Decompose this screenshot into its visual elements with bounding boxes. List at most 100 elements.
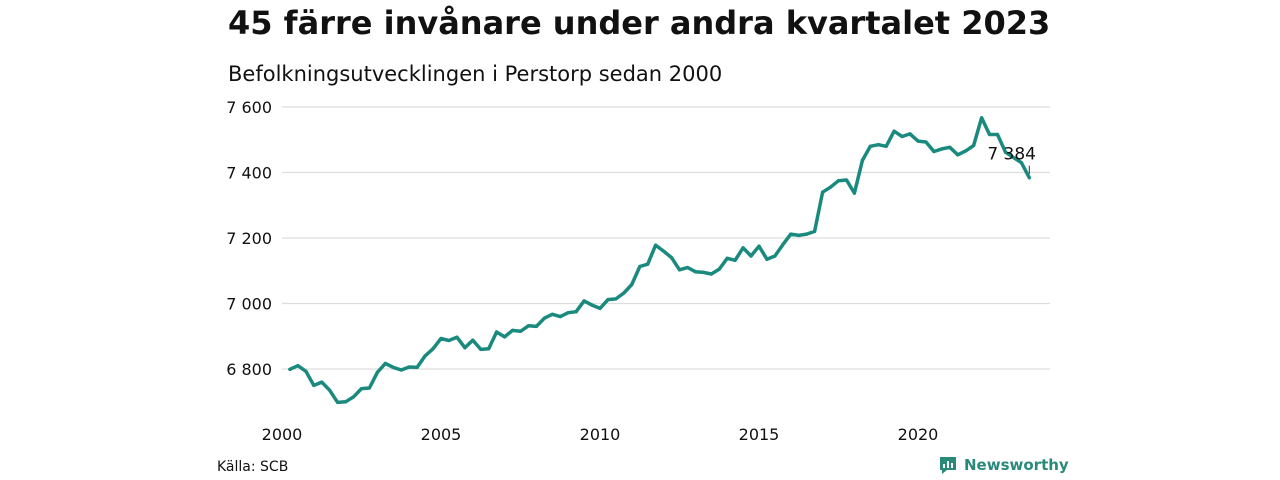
data-point [821,190,825,194]
data-point [598,306,602,311]
data-point [351,395,356,399]
data-point [662,249,666,253]
data-point [574,310,578,314]
data-point [328,388,332,392]
data-point [344,400,348,404]
data-point [693,270,698,274]
y-tick-label: 7 200 [226,229,272,248]
data-point [359,387,364,391]
chart-title: 45 färre invånare under andra kvartalet … [228,4,1051,42]
data-point [304,369,308,373]
newsworthy-logo-icon [940,457,956,474]
data-point [296,364,300,368]
data-point [1011,155,1016,160]
data-point [908,132,912,136]
data-point [288,367,292,371]
data-point [677,268,682,272]
data-point [948,145,952,149]
data-point [701,270,705,274]
data-point [924,140,928,144]
data-point [741,246,745,250]
y-axis-ticks: 6 800 7 000 7 200 7 400 7 600 [226,98,272,379]
data-point [972,144,976,148]
data-point [836,179,841,183]
x-tick-label: 2020 [898,425,939,444]
data-point [964,149,968,153]
data-point [765,257,769,261]
data-point [542,316,546,320]
data-point [407,365,411,369]
data-point [956,153,960,157]
data-point [709,272,713,276]
data-point [320,380,324,384]
data-point [932,149,936,154]
x-axis-ticks: 2000 2005 2010 2015 2020 [262,425,939,444]
data-point [733,258,737,262]
brand-name: Newsworthy [964,456,1069,474]
data-point [375,370,379,374]
data-point [590,303,594,307]
data-point [685,265,690,270]
gridlines [282,106,1050,370]
end-value-label: 7 384 [987,145,1036,165]
data-point [399,368,403,372]
series-line [288,116,1032,405]
data-point [1027,176,1031,180]
data-point [884,144,888,148]
data-point [447,338,451,343]
data-point [717,267,721,271]
data-point [852,191,857,195]
data-point [757,244,761,248]
brand-logo[interactable]: Newsworthy [938,455,1069,475]
data-point [1003,150,1008,154]
data-point [646,262,650,266]
data-point [638,264,642,269]
series-layer [288,116,1032,405]
data-point [940,147,944,151]
data-point [606,297,610,302]
annotation-layer: 7 384 [987,145,1036,174]
data-point [987,132,992,137]
data-point [534,324,539,329]
data-point [805,232,809,236]
data-point [916,139,920,143]
x-tick-label: 2000 [262,425,303,444]
data-point [526,324,531,328]
data-point [558,315,562,319]
data-point [813,229,817,234]
data-point [860,158,864,162]
data-point [654,243,658,247]
data-point [622,291,626,295]
data-point [1019,161,1023,165]
data-point [415,365,419,369]
data-point [510,328,515,332]
data-point [471,338,475,342]
data-point [892,129,896,133]
data-point [828,185,833,189]
data-point [995,132,1000,137]
data-point [797,233,801,237]
data-point [336,400,340,405]
data-point [550,312,554,316]
data-point [391,365,395,369]
data-point [749,254,753,258]
y-tick-label: 6 800 [226,360,272,379]
data-point [383,361,387,366]
x-tick-label: 2005 [421,425,462,444]
data-point [789,232,793,236]
data-point [455,335,459,339]
data-point [582,299,586,303]
data-point [630,282,634,287]
data-point [431,347,435,351]
data-point [781,242,785,247]
data-point [669,256,674,260]
data-point [463,346,467,350]
data-point [495,330,499,334]
data-point [566,311,570,315]
data-point [868,144,872,148]
y-tick-label: 7 000 [226,295,272,314]
data-point [312,383,316,387]
source-label: Källa: SCB [217,459,289,475]
data-point [487,347,491,351]
x-tick-label: 2015 [739,425,780,444]
